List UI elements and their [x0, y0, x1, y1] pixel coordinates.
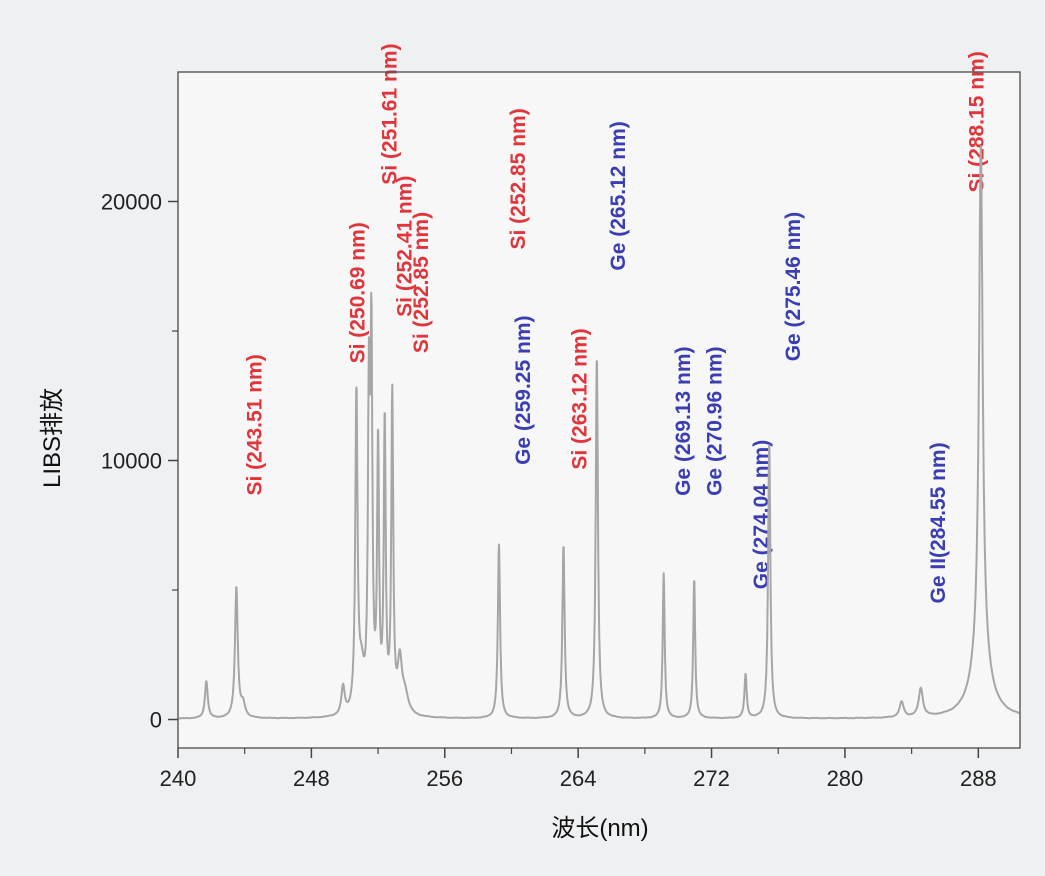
peak-annotation: Si (252.85 nm)	[507, 108, 530, 249]
peak-annotation: Si (252.85 nm)	[410, 212, 433, 353]
x-tick-label: 288	[960, 766, 997, 791]
peak-annotation: Si (288.15 nm)	[965, 51, 988, 192]
x-axis-title: 波长(nm)	[551, 815, 648, 842]
peak-annotation: Ge (259.25 nm)	[512, 316, 535, 465]
plot-frame	[177, 71, 1021, 749]
peak-annotation: Ge (275.46 nm)	[782, 212, 805, 361]
peak-annotation: Ge (265.12 nm)	[607, 121, 630, 270]
spectrum-line	[178, 145, 1020, 720]
peak-annotation: Ge (270.96 nm)	[704, 347, 727, 496]
peak-annotation: Ge (269.13 nm)	[672, 347, 695, 496]
x-tick-label: 240	[160, 766, 197, 791]
peak-annotation: Si (243.51 nm)	[243, 354, 266, 495]
peak-annotation: Ge II(284.55 nm)	[927, 442, 950, 603]
peak-annotation: Si (250.69 nm)	[347, 222, 370, 363]
x-axis: 240 248 256 264 272 280 288	[160, 748, 997, 791]
x-tick-label: 280	[827, 766, 864, 791]
peak-annotation: Si (251.61 nm)	[378, 44, 401, 185]
y-tick-label: 20000	[101, 190, 162, 215]
peak-annotation: Si (252.41 nm)	[393, 176, 416, 317]
x-tick-label: 256	[426, 766, 463, 791]
x-tick-label: 248	[293, 766, 330, 791]
y-tick-label: 0	[150, 708, 162, 733]
peak-annotation: Si (263.12 nm)	[569, 328, 592, 469]
y-tick-label: 10000	[101, 449, 162, 474]
x-tick-label: 264	[560, 766, 597, 791]
y-axis: 0 10000 20000	[101, 190, 178, 733]
x-tick-label: 272	[693, 766, 730, 791]
y-axis-title: LIBS排放	[39, 388, 66, 488]
